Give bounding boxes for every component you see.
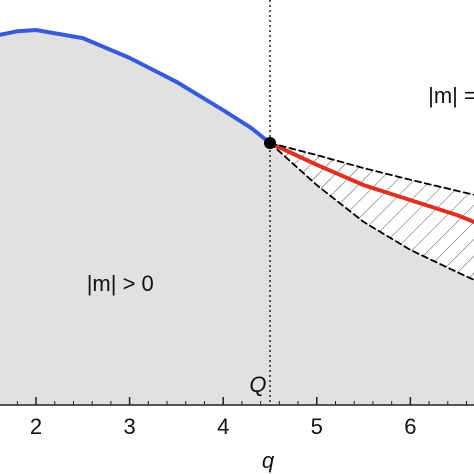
critical-point [263,136,276,149]
region-label: |m| > 0 [87,271,154,296]
x-axis-label: q [262,448,275,473]
ordered-region [0,30,474,405]
hatched-band [270,143,474,280]
x-tick-label: 5 [311,414,323,439]
q-label: Q [249,372,266,397]
x-tick-label: 6 [404,414,416,439]
x-tick-label: 2 [30,414,42,439]
curve [268,141,474,224]
bound-line [269,142,474,281]
x-tick-label: 4 [217,414,229,439]
curve [0,27,272,145]
region-label: |m| = [428,83,474,108]
x-tick-label: 3 [123,414,135,439]
bound-line [269,142,474,196]
